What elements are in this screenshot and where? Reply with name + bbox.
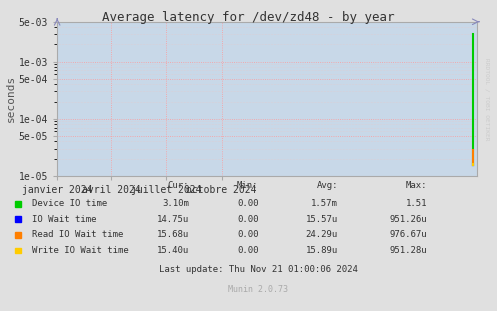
Text: 1.51: 1.51 bbox=[406, 199, 427, 208]
Text: Max:: Max: bbox=[406, 181, 427, 190]
Text: 951.28u: 951.28u bbox=[390, 246, 427, 255]
Text: 15.89u: 15.89u bbox=[306, 246, 338, 255]
Text: 15.40u: 15.40u bbox=[157, 246, 189, 255]
Text: 24.29u: 24.29u bbox=[306, 230, 338, 239]
Y-axis label: seconds: seconds bbox=[6, 75, 16, 122]
Text: 976.67u: 976.67u bbox=[390, 230, 427, 239]
Text: Last update: Thu Nov 21 01:00:06 2024: Last update: Thu Nov 21 01:00:06 2024 bbox=[159, 265, 358, 273]
Text: Avg:: Avg: bbox=[317, 181, 338, 190]
Text: 15.68u: 15.68u bbox=[157, 230, 189, 239]
Text: Min:: Min: bbox=[237, 181, 258, 190]
Text: Device IO time: Device IO time bbox=[32, 199, 107, 208]
Text: RRDTOOL / TOBI OETIKER: RRDTOOL / TOBI OETIKER bbox=[485, 58, 490, 141]
Text: Munin 2.0.73: Munin 2.0.73 bbox=[229, 285, 288, 294]
Text: 1.57m: 1.57m bbox=[311, 199, 338, 208]
Text: 15.57u: 15.57u bbox=[306, 215, 338, 224]
Text: 3.10m: 3.10m bbox=[162, 199, 189, 208]
Text: 0.00: 0.00 bbox=[237, 215, 258, 224]
Text: Cur:: Cur: bbox=[167, 181, 189, 190]
Text: 14.75u: 14.75u bbox=[157, 215, 189, 224]
Text: Read IO Wait time: Read IO Wait time bbox=[32, 230, 124, 239]
Text: Average latency for /dev/zd48 - by year: Average latency for /dev/zd48 - by year bbox=[102, 11, 395, 24]
Text: 0.00: 0.00 bbox=[237, 230, 258, 239]
Text: 0.00: 0.00 bbox=[237, 199, 258, 208]
Text: 951.26u: 951.26u bbox=[390, 215, 427, 224]
Text: 0.00: 0.00 bbox=[237, 246, 258, 255]
Text: IO Wait time: IO Wait time bbox=[32, 215, 97, 224]
Text: Write IO Wait time: Write IO Wait time bbox=[32, 246, 129, 255]
